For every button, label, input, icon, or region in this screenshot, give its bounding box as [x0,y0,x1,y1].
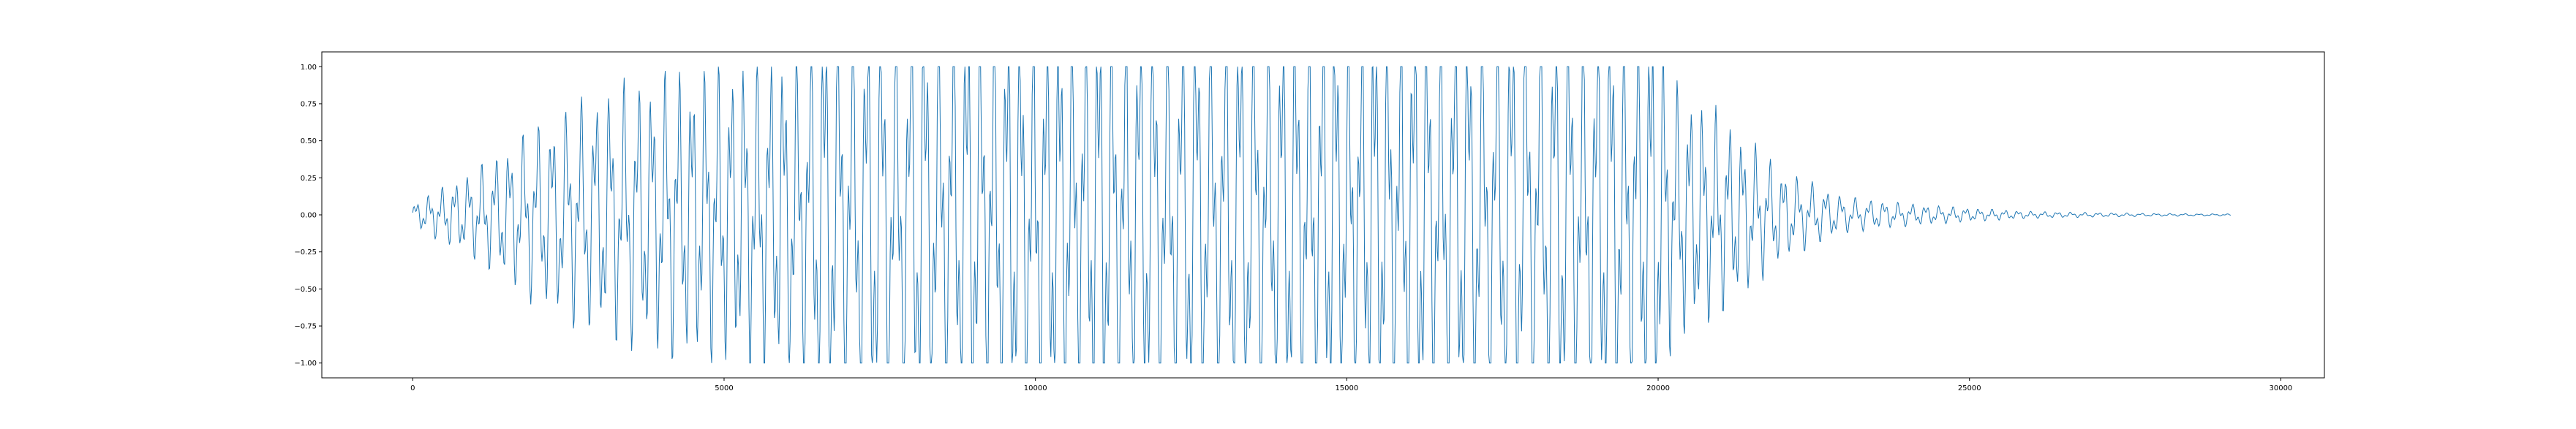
y-tick-label: −0.50 [294,286,317,294]
y-tick-label: 0.00 [301,212,317,220]
y-tick-label: −1.00 [294,360,317,368]
y-tick-label: −0.75 [294,323,317,331]
y-tick-label: 1.00 [301,64,317,72]
y-tick-label: 0.25 [301,175,317,183]
y-tick-label: 0.50 [301,137,317,145]
y-tick-label: 0.75 [301,100,317,108]
waveform-series-line [412,66,2232,364]
y-axis: −1.00 −0.75 −0.50 −0.25 0.00 0.25 0.50 0.75 1.00 [294,64,322,368]
x-tick-label: 5000 [715,384,733,392]
x-tick-label: 10000 [1024,384,1047,392]
x-tick-label: 20000 [1646,384,1670,392]
x-tick-label: 0 [410,384,415,392]
plot-area [412,66,2232,364]
x-tick-label: 30000 [2269,384,2292,392]
y-tick-label: −0.25 [294,248,317,257]
x-tick-label: 15000 [1335,384,1358,392]
x-tick-label: 25000 [1958,384,1981,392]
x-axis: 0 5000 10000 15000 20000 25000 30000 [410,378,2292,392]
